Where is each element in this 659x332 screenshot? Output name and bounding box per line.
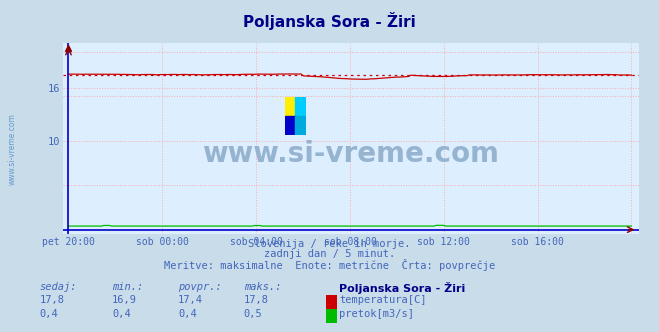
Bar (295, 116, 306, 135)
Text: www.si-vreme.com: www.si-vreme.com (202, 140, 500, 168)
Text: Poljanska Sora - Žiri: Poljanska Sora - Žiri (339, 282, 466, 294)
Text: pretok[m3/s]: pretok[m3/s] (339, 309, 415, 319)
Text: maks.:: maks.: (244, 282, 281, 292)
Bar (295, 97, 306, 116)
Text: 16,9: 16,9 (112, 295, 137, 305)
Text: 0,4: 0,4 (40, 309, 58, 319)
Text: 17,8: 17,8 (244, 295, 269, 305)
Text: temperatura[C]: temperatura[C] (339, 295, 427, 305)
Text: 0,4: 0,4 (112, 309, 130, 319)
Text: 0,4: 0,4 (178, 309, 196, 319)
Text: povpr.:: povpr.: (178, 282, 221, 292)
Text: Slovenija / reke in morje.: Slovenija / reke in morje. (248, 239, 411, 249)
Text: Meritve: maksimalne  Enote: metrične  Črta: povprečje: Meritve: maksimalne Enote: metrične Črta… (164, 259, 495, 271)
Text: zadnji dan / 5 minut.: zadnji dan / 5 minut. (264, 249, 395, 259)
Text: sedaj:: sedaj: (40, 282, 77, 292)
Text: min.:: min.: (112, 282, 143, 292)
Text: www.si-vreme.com: www.si-vreme.com (8, 114, 17, 185)
Bar (285, 97, 295, 116)
Text: 17,8: 17,8 (40, 295, 65, 305)
Text: 17,4: 17,4 (178, 295, 203, 305)
Text: Poljanska Sora - Žiri: Poljanska Sora - Žiri (243, 12, 416, 30)
Text: 0,5: 0,5 (244, 309, 262, 319)
Bar (285, 116, 295, 135)
